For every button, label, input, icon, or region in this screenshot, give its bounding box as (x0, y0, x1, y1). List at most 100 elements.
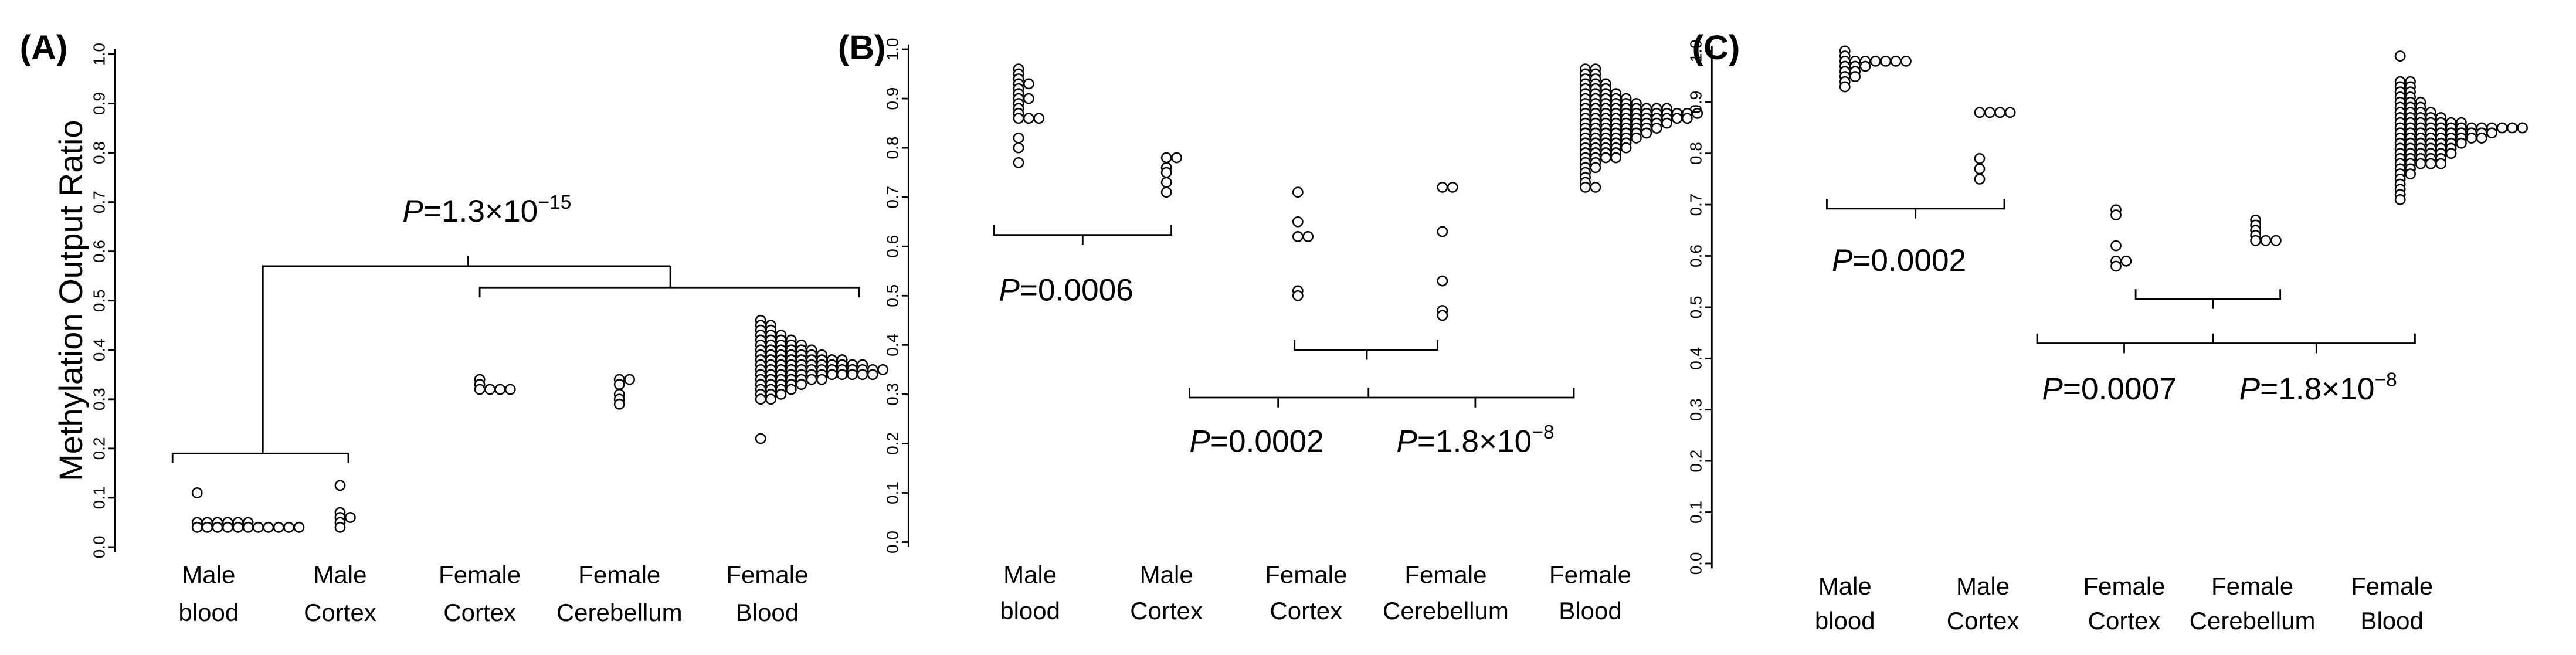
data-point (2517, 122, 2529, 134)
data-point (1900, 55, 1912, 67)
data-point (1160, 186, 1172, 198)
x-tick-label: Cerebellum (1383, 597, 1509, 625)
data-point (1447, 181, 1458, 193)
data-point (755, 393, 766, 405)
data-point (613, 379, 625, 390)
data-point (1437, 275, 1448, 287)
p-exponent: −8 (2374, 369, 2397, 391)
data-point (1671, 113, 1683, 124)
data-point (2425, 158, 2436, 169)
x-tick-label: Male (1818, 572, 1872, 600)
data-point (334, 521, 346, 533)
data-point (1974, 173, 1986, 185)
data-point (2270, 235, 2282, 246)
y-tick-label: 0.1 (90, 486, 108, 509)
data-point (2394, 50, 2406, 62)
data-point (1839, 81, 1851, 93)
p-value: =0.0006 (1020, 273, 1133, 308)
data-point (504, 384, 516, 395)
data-point (1590, 181, 1601, 193)
y-tick-label: 0.9 (90, 92, 108, 115)
y-tick-label: 0.1 (884, 481, 902, 504)
data-point (1974, 107, 1986, 118)
data-point (2004, 107, 2016, 118)
x-tick-label: Female (726, 561, 808, 589)
data-point (2476, 133, 2487, 144)
data-point (2260, 235, 2272, 246)
data-point (857, 369, 868, 381)
data-point (1013, 142, 1024, 154)
data-point (1620, 142, 1632, 154)
data-point (1302, 231, 1314, 242)
x-tick-label: Female (439, 561, 521, 589)
bracket (993, 225, 1172, 245)
data-point (334, 480, 346, 491)
bracket (1826, 198, 2005, 219)
y-tick-label: 0.0 (1687, 552, 1705, 575)
y-tick-label: 0.5 (90, 289, 108, 312)
data-point (2110, 260, 2122, 272)
data-point (1437, 226, 1448, 237)
bracket (171, 256, 860, 464)
y-tick-label: 0.9 (1687, 91, 1705, 114)
x-tick-label: Blood (2360, 607, 2423, 634)
data-point (1023, 78, 1034, 90)
x-tick-label: Blood (1559, 597, 1621, 625)
x-tick-label: Cortex (1947, 607, 2020, 634)
data-point (775, 388, 787, 400)
p-value: =0.0002 (1210, 424, 1324, 459)
y-tick-label: 0.7 (90, 191, 108, 213)
data-point (1984, 107, 1995, 118)
x-tick-label: blood (178, 599, 239, 626)
y-tick-label: 0.8 (884, 137, 902, 159)
data-point (1681, 113, 1693, 124)
data-point (1023, 93, 1034, 104)
p-value-annotation: P=0.0006 (999, 273, 1133, 308)
y-tick-label: 0.6 (884, 235, 902, 258)
x-tick-label: Male (1003, 561, 1057, 589)
x-tick-label: Female (2083, 572, 2165, 600)
p-value-annotation: P=0.0002 (1189, 424, 1323, 459)
data-point (1292, 216, 1304, 228)
data-point (293, 521, 305, 533)
p-value: =0.0002 (1852, 243, 1966, 278)
x-tick-label: Female (1549, 561, 1631, 589)
y-tick-label: 0.2 (1687, 450, 1705, 473)
y-tick-label: 0.8 (1687, 142, 1705, 165)
p-value-annotation: P=1.3×10−15 (402, 192, 571, 229)
y-tick-label: 0.2 (884, 432, 902, 455)
data-point (765, 393, 776, 405)
data-point (1033, 113, 1045, 124)
y-tick-label: 0.8 (90, 141, 108, 164)
data-point (242, 521, 254, 533)
p-value: =1.3×10 (423, 194, 538, 229)
p-value: =1.8×10 (2260, 372, 2374, 406)
data-point (1890, 55, 1902, 67)
x-tick-label: Cortex (304, 599, 376, 626)
y-tick-label: 0.3 (884, 383, 902, 406)
data-point (1013, 132, 1024, 144)
p-symbol: P (402, 194, 423, 229)
data-point (1880, 55, 1892, 67)
x-tick-label: Female (1265, 561, 1347, 589)
p-symbol: P (999, 273, 1020, 308)
data-point (2435, 158, 2447, 169)
data-point (212, 521, 223, 533)
data-point (2445, 148, 2457, 159)
data-point (484, 384, 495, 395)
data-point (253, 521, 264, 533)
data-point (263, 521, 274, 533)
data-point (1600, 152, 1611, 164)
data-point (1661, 117, 1672, 129)
data-point (2415, 158, 2426, 169)
p-value: =0.0007 (2063, 372, 2177, 406)
data-point (2250, 235, 2262, 246)
data-point (1859, 60, 1871, 72)
data-point (283, 521, 294, 533)
data-point (1013, 113, 1024, 124)
y-tick-label: 0.0 (884, 531, 902, 554)
data-point (1171, 152, 1182, 164)
data-point (2120, 255, 2132, 267)
y-tick-label: 0.2 (90, 437, 108, 460)
y-tick-label: 0.0 (90, 535, 108, 558)
